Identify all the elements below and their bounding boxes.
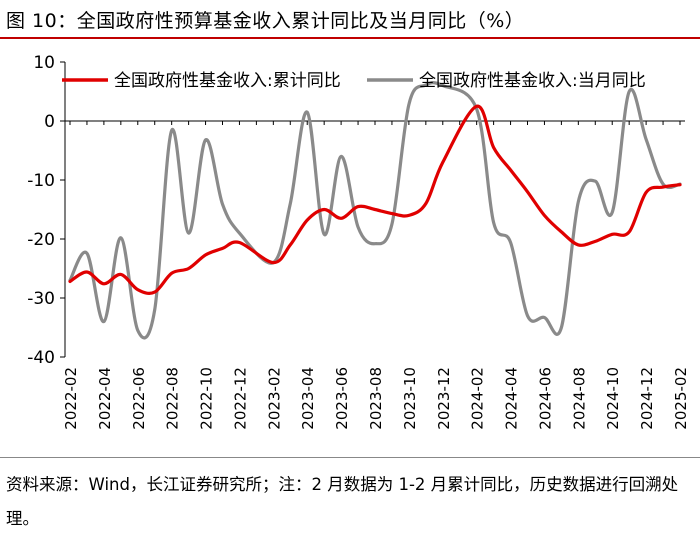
- x-tick-label: 2022-06: [130, 367, 148, 430]
- legend-label: 全国政府性基金收入:累计同比: [114, 71, 341, 91]
- x-tick-label: 2023-02: [265, 367, 283, 430]
- x-tick-label: 2023-04: [299, 367, 317, 430]
- source-note: 资料来源：Wind，长江证券研究所；注：2 月数据为 1-2 月累计同比，历史数…: [6, 475, 679, 528]
- x-tick-label: 2022-10: [198, 367, 216, 430]
- x-axis: 2022-02 2022-04 2022-06 2022-08 2022-10 2022-…: [62, 120, 690, 430]
- footer-rule: [0, 457, 700, 458]
- x-tick-label: 2022-02: [62, 367, 80, 430]
- series-layer: [68, 81, 682, 340]
- x-tick-label: 2024-02: [469, 367, 487, 430]
- y-tick-label: 10: [33, 53, 55, 73]
- y-tick-label: -30: [27, 289, 55, 309]
- y-tick-label: -10: [27, 171, 55, 191]
- line-chart: 100-10-20-30-40 2022-02 2022-04 2022-06 202…: [27, 53, 690, 430]
- x-tick-label: 2022-12: [231, 367, 249, 430]
- y-tick-label: 0: [44, 112, 55, 132]
- x-tick-label: 2024-06: [536, 367, 554, 430]
- y-axis: 10 0 -10 -20 -30 -40: [27, 53, 66, 368]
- x-tick-label: 2024-04: [503, 367, 521, 430]
- y-tick-label: -20: [27, 230, 55, 250]
- x-tick-label: 2024-08: [570, 367, 588, 430]
- x-tick-label: 2022-08: [164, 367, 182, 430]
- x-tick-label: 2023-10: [401, 367, 419, 430]
- x-tick-label: 2024-10: [604, 367, 622, 430]
- y-tick-label: -40: [27, 348, 55, 368]
- x-tick-label: 2023-06: [333, 367, 351, 430]
- series-line-monthly-yoy: [68, 81, 682, 340]
- series-line-cumulative-yoy: [68, 104, 682, 295]
- x-tick-label: 2023-12: [435, 367, 453, 430]
- x-tick-label: 2023-08: [367, 367, 385, 430]
- legend-label: 全国政府性基金收入:当月同比: [419, 71, 646, 91]
- x-tick-label: 2024-12: [638, 367, 656, 430]
- x-tick-label: 2022-04: [96, 367, 114, 430]
- x-tick-label: 2025-02: [672, 367, 690, 430]
- title-rule: [0, 37, 700, 39]
- figure-title: 图 10：全国政府性预算基金收入累计同比及当月同比（%）: [6, 10, 525, 32]
- legend: 全国政府性基金收入:累计同比 全国政府性基金收入:当月同比: [62, 71, 646, 91]
